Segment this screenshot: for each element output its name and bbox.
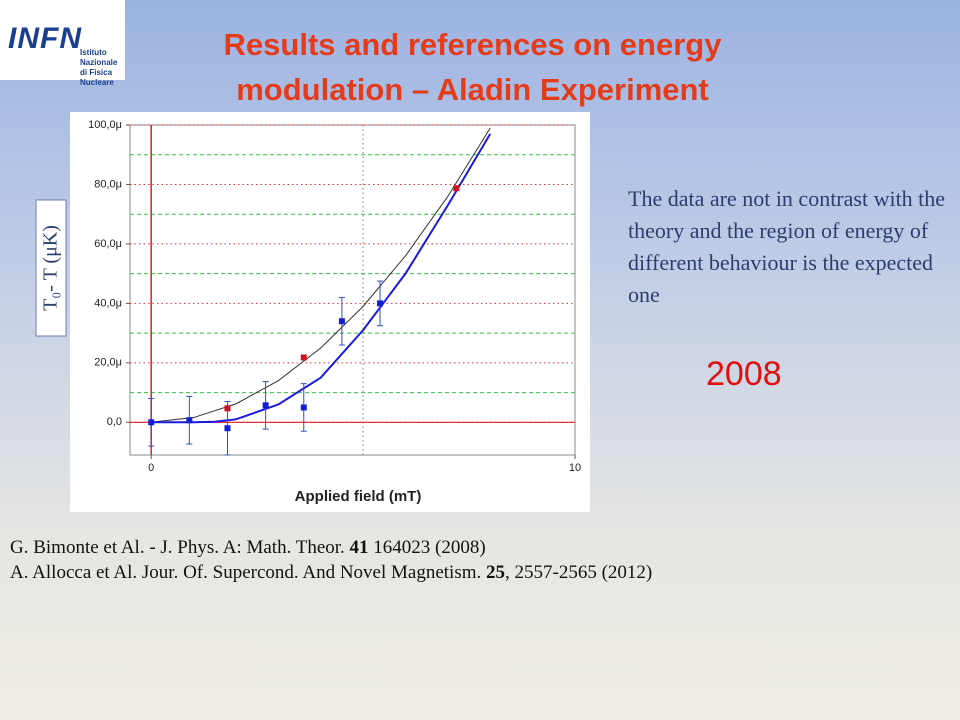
y-axis-label-box bbox=[35, 199, 67, 337]
data-point bbox=[300, 404, 307, 411]
data-point bbox=[224, 425, 231, 432]
ref-text: G. Bimonte et Al. - J. Phys. A: Math. Th… bbox=[10, 537, 350, 558]
reference: G. Bimonte et Al. - J. Phys. A: Math. Th… bbox=[10, 535, 652, 560]
data-point bbox=[338, 318, 345, 325]
data-point bbox=[224, 405, 231, 412]
logo-line: Istituto Nazionale bbox=[80, 48, 118, 67]
data-point bbox=[453, 185, 460, 192]
data-point bbox=[148, 419, 155, 426]
plot-frame bbox=[129, 124, 576, 456]
logo-subtitle: Istituto Nazionale di Fisica Nucleare bbox=[80, 48, 125, 88]
ref-text: , 2557-2565 (2012) bbox=[505, 562, 653, 583]
ref-volume: 25 bbox=[486, 562, 505, 583]
plot: 0,0 20,0μ 40,0μ 60,0μ 80,0μ 100,0μ 0 10 bbox=[88, 119, 581, 474]
x-tick-label: 10 bbox=[569, 462, 581, 474]
curve bbox=[151, 127, 491, 423]
data-point bbox=[300, 354, 307, 361]
title-line: Results and references on energy bbox=[223, 27, 722, 62]
reference: A. Allocca et Al. Jour. Of. Supercond. A… bbox=[10, 560, 652, 585]
year: 2008 bbox=[706, 355, 782, 393]
references: G. Bimonte et Al. - J. Phys. A: Math. Th… bbox=[10, 535, 652, 585]
x-tick-label: 0 bbox=[148, 462, 154, 474]
chart-background bbox=[70, 112, 590, 512]
title-line: modulation – Aladin Experiment bbox=[236, 72, 709, 107]
ref-volume: 41 bbox=[349, 537, 369, 558]
y-tick-label: 80,0μ bbox=[94, 178, 122, 190]
ref-text: 164023 (2008) bbox=[368, 537, 486, 558]
y-tick-label: 20,0μ bbox=[94, 357, 122, 369]
x-axis-label: Applied field (mT) bbox=[295, 488, 422, 505]
y-tick-label: 100,0μ bbox=[88, 119, 122, 131]
y-tick-label: 60,0μ bbox=[94, 238, 122, 250]
data-point bbox=[186, 417, 193, 424]
y-tick-label: 40,0μ bbox=[94, 297, 122, 309]
logo: INFN Istituto Nazionale di Fisica Nuclea… bbox=[0, 0, 125, 87]
curve bbox=[151, 133, 492, 424]
logo-line: di Fisica Nucleare bbox=[80, 68, 114, 87]
ref-text: A. Allocca et Al. Jour. Of. Supercond. A… bbox=[10, 562, 486, 583]
y-tick-label: 0,0 bbox=[107, 416, 122, 428]
logo-name: INFN bbox=[8, 22, 82, 55]
y-axis-label-group: T₀- T (μK) bbox=[35, 199, 67, 337]
y-axis-label: T₀- T (μK) bbox=[40, 225, 62, 311]
data-point bbox=[262, 402, 269, 409]
title: Results and references on energy modulat… bbox=[140, 22, 805, 112]
notes: The data are not in contrast with the th… bbox=[628, 186, 946, 307]
data-point bbox=[377, 300, 384, 307]
